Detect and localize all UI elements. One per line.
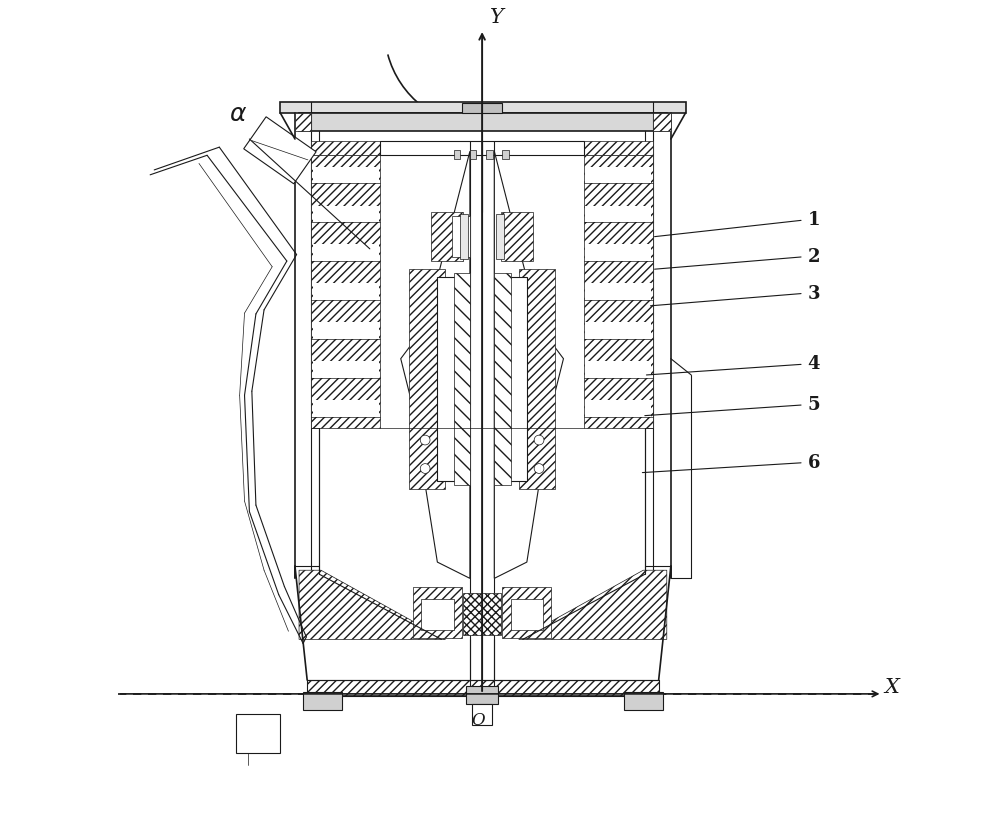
Bar [494,273,511,485]
Bar [472,703,492,725]
Bar [653,113,671,131]
Bar [313,284,379,300]
Bar [502,277,527,481]
Bar [470,150,476,160]
Bar [511,599,543,630]
Bar [313,400,379,416]
Bar [307,680,659,696]
Bar [313,361,379,377]
Bar [452,216,470,257]
Bar [303,692,342,710]
Bar [313,244,379,261]
Circle shape [534,464,544,474]
Bar [295,113,311,131]
Text: O: O [471,711,485,729]
Bar [501,212,533,261]
Bar [462,104,502,113]
Bar [496,214,504,259]
Bar [486,150,493,160]
Text: 5: 5 [808,396,820,414]
Bar [585,205,651,222]
Circle shape [420,435,430,445]
Bar [236,714,280,753]
Polygon shape [519,570,667,640]
Circle shape [534,435,544,445]
Bar [466,685,498,703]
Bar [584,141,653,156]
Bar [585,322,651,339]
Bar [454,150,460,160]
Polygon shape [401,152,470,579]
Bar [624,692,663,710]
Bar [313,166,379,183]
Bar [437,277,462,481]
Bar [585,166,651,183]
Bar [502,588,551,638]
Text: 3: 3 [808,284,820,302]
Text: Y: Y [490,7,504,27]
Bar [585,361,651,377]
Text: X: X [884,678,899,697]
Text: 6: 6 [808,454,820,472]
Bar [585,284,651,300]
Bar [311,156,380,428]
Bar [409,269,445,489]
Circle shape [420,464,430,474]
Bar [280,102,686,113]
Bar [413,588,462,638]
Bar [313,205,379,222]
Bar [585,244,651,261]
Bar [502,150,509,160]
Bar [584,156,653,428]
Bar [460,214,468,259]
Bar [380,141,584,156]
Bar [463,593,501,636]
Text: $\alpha$: $\alpha$ [229,104,247,126]
Bar [431,212,463,261]
Bar [454,273,470,485]
Text: 4: 4 [808,355,820,373]
Bar [585,400,651,416]
Polygon shape [244,117,316,183]
Polygon shape [299,570,445,640]
Text: 1: 1 [808,211,820,229]
Text: 2: 2 [808,248,820,266]
Bar [519,269,555,489]
Bar [311,141,380,156]
Bar [313,322,379,339]
Polygon shape [494,152,563,579]
Bar [421,599,454,630]
Bar [299,113,667,131]
